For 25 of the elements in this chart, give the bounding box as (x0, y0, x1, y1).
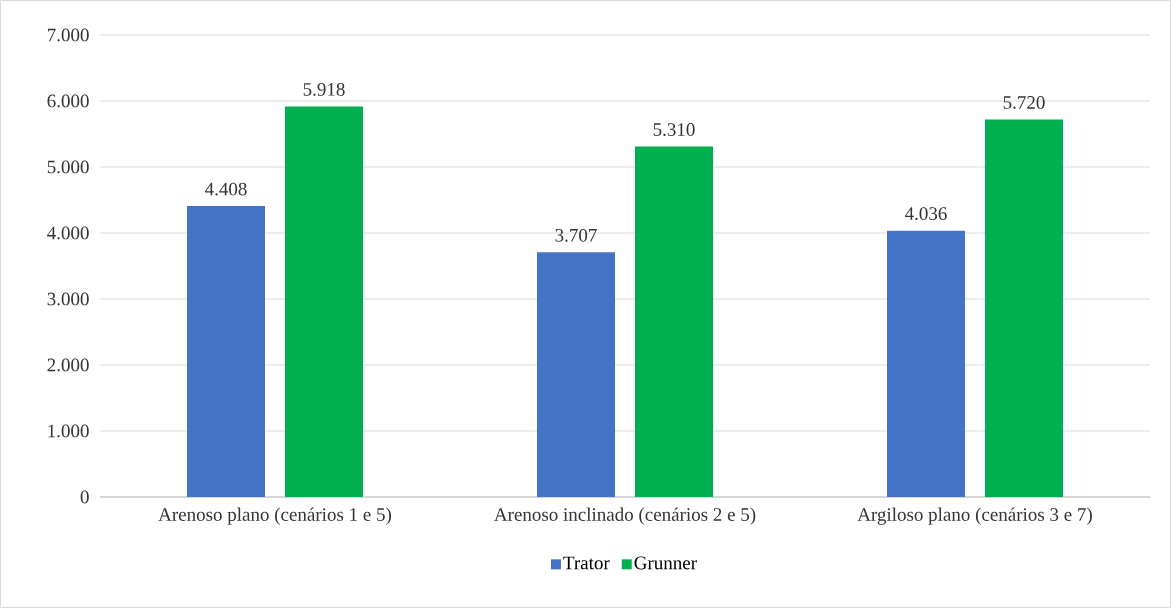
bar (886, 230, 965, 497)
bar (634, 146, 713, 497)
data-label: 5.918 (303, 82, 345, 96)
data-label: 4.036 (904, 207, 947, 221)
y-tick-label: 4.000 (47, 226, 89, 240)
y-tick-label: 5.000 (47, 160, 89, 174)
x-tick-label: Arenoso inclinado (cenários 2 e 5) (494, 507, 756, 525)
legend-label: Trator (563, 556, 610, 570)
x-tick-label: Argiloso plano (cenários 3 e 7) (857, 507, 1092, 525)
y-tick-label: 0 (80, 490, 89, 504)
y-tick-label: 7.000 (47, 28, 89, 42)
data-label: 5.720 (1003, 96, 1045, 109)
y-tick-label: 1.000 (48, 424, 89, 438)
x-tick-label: Arenoso plano (cenários 1 e 5) (158, 507, 392, 525)
y-tick-label: 2.000 (47, 358, 89, 372)
bar (984, 119, 1063, 497)
legend-label: Grunner (634, 556, 697, 570)
data-label: 5.310 (653, 123, 695, 137)
bar (187, 206, 265, 497)
y-tick-label: 6.000 (47, 94, 89, 108)
bar (285, 106, 363, 497)
data-label: 4.408 (205, 182, 247, 196)
y-tick-label: 3.000 (47, 292, 89, 306)
data-label: 3.707 (555, 228, 597, 242)
bar (536, 252, 615, 497)
